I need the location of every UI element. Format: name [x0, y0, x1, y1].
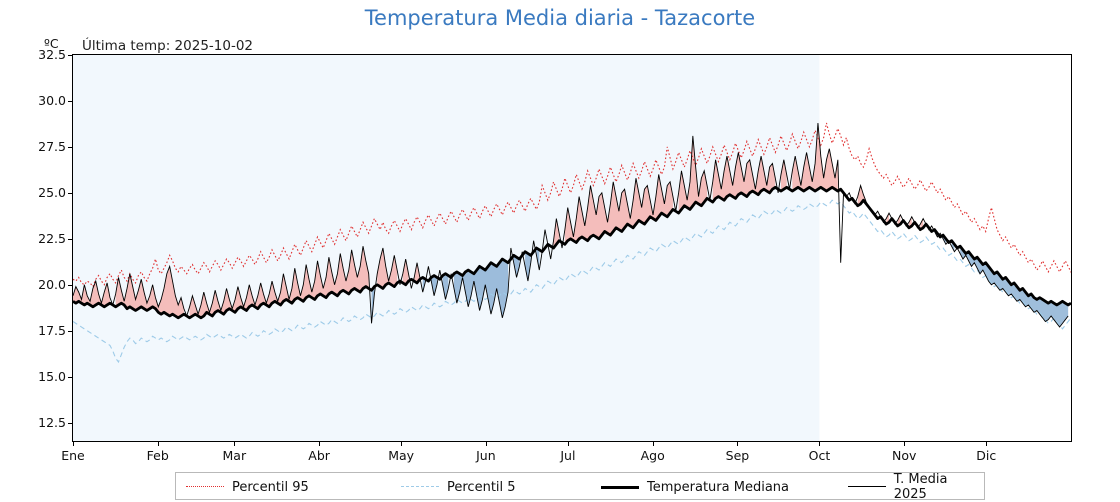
fill-below-median-6: [454, 259, 509, 318]
shaded-region-0: [73, 55, 820, 441]
y-tick-mark-6: [68, 146, 72, 148]
x-tick-mark-1: [157, 441, 159, 446]
fill-above-median-14: [564, 174, 673, 245]
y-tick-label-7: 30.0: [38, 92, 66, 108]
fill-above-median-0: [73, 281, 110, 307]
legend-label-percentil-5: Percentil 5: [447, 479, 516, 495]
y-tick-label-6: 27.5: [38, 138, 66, 154]
x-tick-label-7: Ago: [640, 448, 665, 463]
fill-above-median-3: [377, 248, 398, 289]
x-tick-mark-3: [319, 441, 321, 446]
y-tick-label-5: 25.0: [38, 184, 66, 200]
legend-swatch-mediana: [601, 481, 639, 493]
y-axis-unit-label: ºC: [44, 36, 59, 51]
x-tick-mark-11: [986, 441, 988, 446]
legend-swatch-percentil-5: [401, 481, 439, 493]
y-tick-mark-5: [68, 192, 72, 194]
series-t-media-2025: [73, 122, 1069, 328]
y-tick-label-8: 32.5: [38, 47, 66, 62]
page-title: Temperatura Media diaria - Tazacorte: [364, 6, 756, 30]
series-percentil-95: [73, 122, 1071, 288]
fill-above-median-5: [414, 262, 420, 283]
y-tick-mark-4: [68, 238, 72, 240]
x-tick-label-5: Jun: [476, 448, 496, 463]
y-tick-mark-7: [68, 100, 72, 102]
legend-item-0: Percentil 95: [186, 473, 309, 501]
x-tick-label-9: Oct: [808, 448, 831, 463]
chart-legend: Percentil 95 Percentil 5 Temperatura Med…: [175, 472, 985, 502]
y-tick-label-3: 20.0: [38, 276, 66, 292]
x-tick-label-3: Abr: [308, 448, 330, 463]
x-tick-label-1: Feb: [146, 448, 169, 463]
series-temperatura-mediana: [73, 185, 1071, 320]
last-temp-label: Última temp: 2025-10-02: [82, 38, 254, 54]
y-tick-mark-1: [68, 376, 72, 378]
legend-label-mediana: Temperatura Mediana: [647, 479, 789, 495]
y-tick-mark-0: [68, 422, 72, 424]
y-tick-label-2: 17.5: [38, 322, 66, 338]
plot-area: [72, 54, 1072, 442]
legend-item-2: Temperatura Mediana: [601, 473, 789, 501]
x-tick-mark-10: [904, 441, 906, 446]
y-tick-label-1: 15.0: [38, 368, 66, 384]
fill-below-median-4: [431, 275, 437, 296]
x-tick-label-8: Sep: [725, 448, 750, 463]
legend-swatch-percentil-95: [186, 481, 224, 493]
legend-swatch-media-2025: [848, 481, 886, 493]
fill-below-median-8: [525, 251, 531, 282]
plot-canvas: [73, 55, 1071, 441]
x-tick-mark-2: [234, 441, 236, 446]
x-tick-mark-7: [652, 441, 654, 446]
legend-item-3: T. Media 2025: [848, 472, 984, 502]
x-tick-label-10: Nov: [892, 448, 917, 463]
x-tick-label-2: Mar: [222, 448, 247, 463]
x-tick-label-6: Jul: [560, 448, 576, 463]
y-tick-label-4: 22.5: [38, 230, 66, 246]
x-tick-mark-0: [73, 441, 74, 446]
x-tick-mark-6: [567, 441, 569, 446]
y-tick-mark-3: [68, 284, 72, 286]
y-tick-mark-2: [68, 330, 72, 332]
x-tick-mark-5: [485, 441, 487, 446]
y-tick-mark-8: [68, 55, 72, 56]
x-tick-label-4: May: [388, 448, 415, 463]
legend-label-percentil-95: Percentil 95: [232, 479, 309, 495]
fill-above-median-4: [402, 259, 409, 285]
fill-above-median-18: [792, 123, 838, 192]
fill-above-median-1: [115, 266, 184, 318]
x-tick-mark-9: [819, 441, 821, 446]
x-tick-mark-4: [401, 441, 403, 446]
x-tick-label-11: Dic: [976, 448, 997, 463]
y-tick-label-0: 12.5: [38, 414, 66, 430]
legend-label-media-2025: T. Media 2025: [893, 472, 948, 502]
shaded-region-1: [819, 55, 1071, 441]
legend-item-1: Percentil 5: [401, 473, 516, 501]
x-tick-label-0: Ene: [61, 448, 85, 463]
x-tick-mark-8: [737, 441, 739, 446]
series-percentil-5: [73, 199, 1071, 364]
chart-svg: [73, 55, 1071, 441]
